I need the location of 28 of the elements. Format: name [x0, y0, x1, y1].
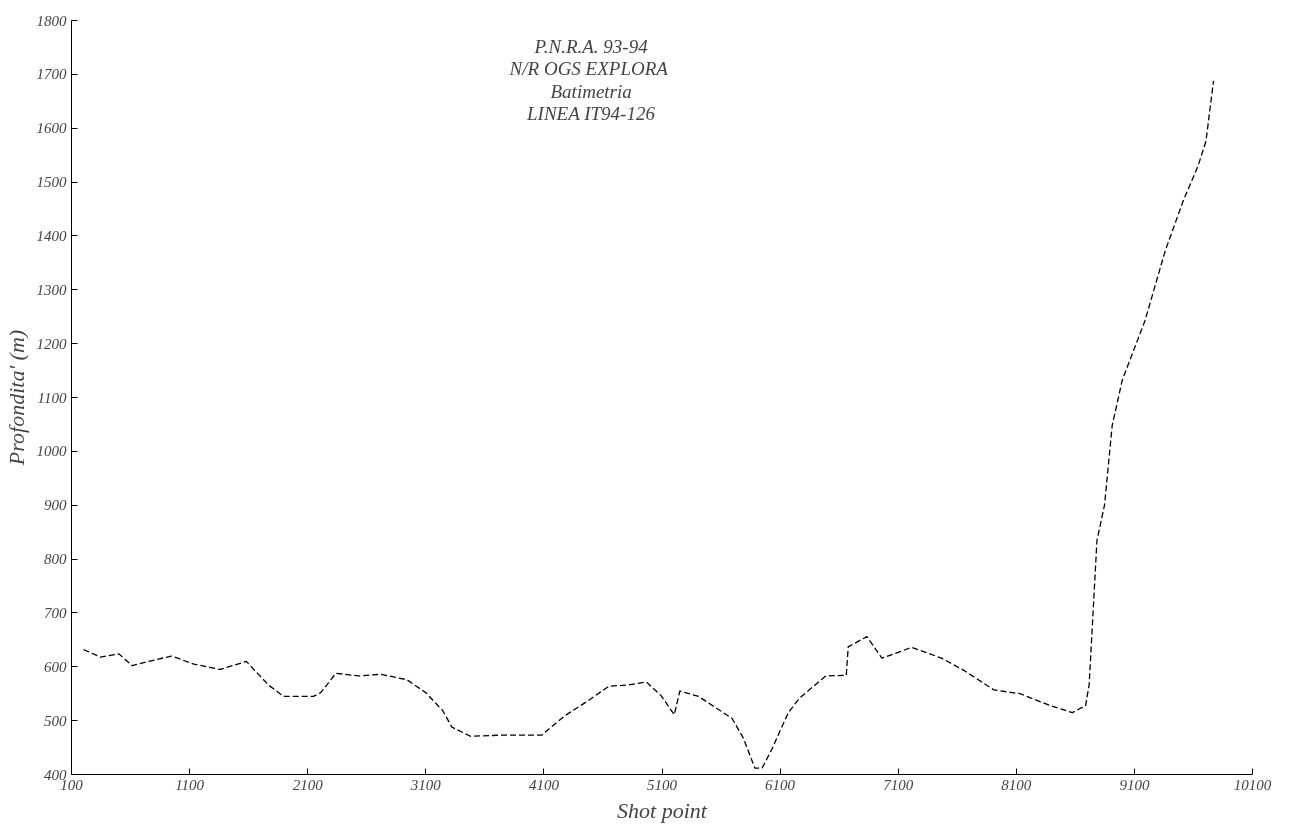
y-tick-label: 1300: [36, 281, 67, 298]
x-tick-label: 5100: [647, 776, 678, 793]
x-tick-label: 7100: [883, 776, 914, 793]
y-axis-title: Profondita' (m): [3, 329, 29, 467]
x-axis-title: Shot point: [617, 797, 708, 823]
y-tick-label: 700: [44, 604, 67, 621]
y-tick-label: 1100: [37, 389, 67, 406]
y-tick-label: 800: [44, 551, 67, 568]
y-tick-label: 500: [44, 712, 67, 729]
x-tick-label: 9100: [1119, 776, 1150, 793]
x-tick-label: 8100: [1001, 776, 1032, 793]
x-tick-label: 4100: [528, 776, 560, 793]
x-tick-label: 3100: [409, 776, 442, 793]
y-tick-label: 1200: [36, 335, 67, 352]
x-tick-label: 10100: [1233, 776, 1272, 793]
x-tick-label: 1100: [175, 776, 205, 793]
x-tick-label: 6100: [765, 776, 796, 793]
y-tick-label: 1500: [36, 174, 67, 191]
y-tick-label: 1700: [36, 66, 67, 83]
x-tick-label: 2100: [292, 776, 324, 793]
y-tick-label: 1800: [36, 12, 67, 29]
text: P.N.R.A. 93-94 N/R OGS EXPLORA Batimetria LINEA IT94-126: [508, 35, 669, 125]
y-tick-label: 600: [44, 658, 67, 675]
line-series: [82, 80, 1215, 769]
y-tick-label: 1000: [36, 443, 67, 460]
y-tick-label: 1400: [36, 227, 67, 244]
y-tick-label: 1600: [36, 120, 67, 137]
y-tick-label: 900: [44, 497, 67, 514]
